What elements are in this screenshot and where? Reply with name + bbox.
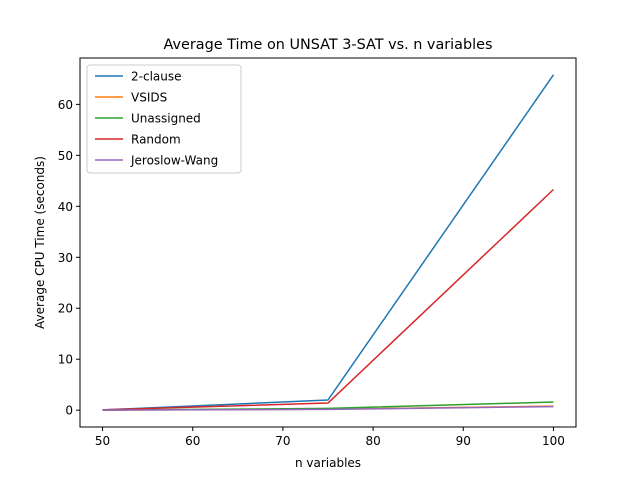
y-tick-label: 50 [58, 149, 73, 163]
series-line-random [102, 188, 554, 411]
x-tick-label: 60 [185, 434, 200, 448]
chart-title: Average Time on UNSAT 3-SAT vs. n variab… [163, 37, 492, 53]
legend-label: 2-clause [131, 70, 182, 84]
x-axis-ticks: 50 60 70 80 90 100 [95, 427, 565, 448]
y-tick-label: 40 [58, 200, 73, 214]
y-tick-label: 20 [58, 302, 73, 316]
legend: 2-clause VSIDS Unassigned Random Jeroslow-Wa… [86, 64, 242, 174]
legend-label: VSIDS [131, 91, 167, 105]
y-tick-label: 0 [65, 404, 73, 418]
x-tick-label: 70 [275, 434, 290, 448]
y-tick-label: 60 [58, 98, 73, 112]
x-tick-label: 90 [456, 434, 471, 448]
y-tick-label: 10 [58, 353, 73, 367]
legend-label: Random [131, 133, 181, 147]
y-axis-ticks: 0 10 20 30 40 50 60 [58, 98, 80, 418]
series-lines [102, 74, 555, 411]
plot-area-frame [79, 57, 577, 428]
x-axis-label: n variables [295, 456, 361, 470]
legend-label: Unassigned [131, 112, 201, 126]
x-tick-label: 50 [95, 434, 110, 448]
legend-label: Jeroslow-Wang [130, 154, 218, 168]
legend-box [86, 64, 242, 174]
series-line-2-clause [102, 74, 555, 411]
x-tick-label: 100 [542, 434, 565, 448]
series-line-jeroslow-wang [102, 405, 554, 411]
x-tick-label: 80 [365, 434, 380, 448]
y-tick-label: 30 [58, 251, 73, 265]
y-axis-label: Average CPU Time (seconds) [33, 156, 47, 329]
